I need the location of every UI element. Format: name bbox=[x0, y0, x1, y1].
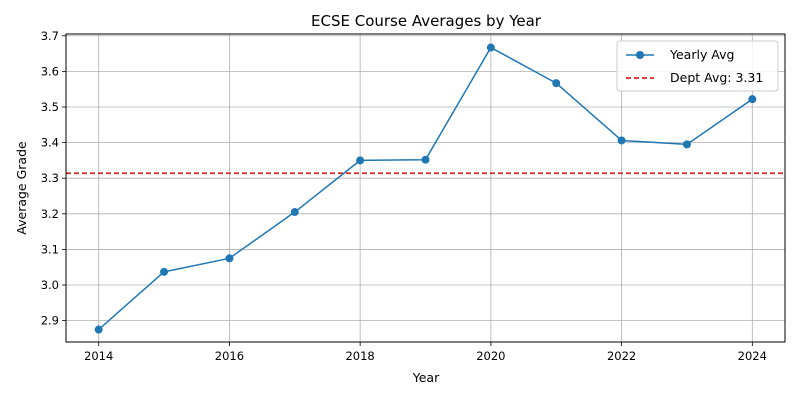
legend: Yearly Avg Dept Avg: 3.31 bbox=[616, 40, 779, 92]
data-point bbox=[290, 208, 299, 217]
x-tick-label: 2024 bbox=[738, 349, 767, 363]
data-point bbox=[356, 156, 365, 165]
data-point bbox=[486, 43, 495, 52]
legend-box bbox=[616, 40, 779, 92]
data-point bbox=[421, 155, 430, 164]
y-tick-label: 3.7 bbox=[41, 29, 59, 43]
data-point bbox=[225, 254, 234, 263]
x-tick-label: 2014 bbox=[84, 349, 113, 363]
legend-reference-label: Dept Avg: 3.31 bbox=[670, 70, 763, 85]
data-point bbox=[160, 267, 169, 276]
y-tick-label: 3.4 bbox=[41, 136, 59, 150]
y-axis-label: Average Grade bbox=[14, 141, 29, 235]
data-point bbox=[617, 136, 626, 145]
y-tick-label: 3.2 bbox=[41, 207, 59, 221]
chart-title: ECSE Course Averages by Year bbox=[311, 12, 542, 30]
y-tick-label: 3.0 bbox=[41, 278, 59, 292]
y-tick-label: 3.3 bbox=[41, 171, 59, 185]
legend-series-marker bbox=[636, 51, 644, 59]
x-tick-label: 2016 bbox=[215, 349, 244, 363]
data-point bbox=[682, 140, 691, 149]
data-point bbox=[94, 325, 103, 334]
legend-series-label: Yearly Avg bbox=[669, 47, 734, 62]
series-layer bbox=[94, 43, 757, 334]
y-tick-label: 2.9 bbox=[41, 314, 59, 328]
plot-frame bbox=[65, 33, 786, 343]
x-tick-label: 2018 bbox=[345, 349, 374, 363]
x-axis-label: Year bbox=[412, 370, 440, 385]
y-axis-ticks: 2.9 3.0 3.1 3.2 3.3 3.4 3.5 3.6 3.7 bbox=[41, 29, 66, 328]
x-tick-label: 2022 bbox=[607, 349, 636, 363]
y-tick-label: 3.5 bbox=[41, 100, 59, 114]
y-tick-label: 3.6 bbox=[41, 64, 59, 78]
data-point bbox=[748, 95, 757, 104]
x-axis-ticks: 2014 2016 2018 2020 2022 2024 bbox=[84, 342, 767, 363]
data-point bbox=[552, 79, 561, 88]
y-tick-label: 3.1 bbox=[41, 242, 59, 256]
x-tick-label: 2020 bbox=[476, 349, 505, 363]
